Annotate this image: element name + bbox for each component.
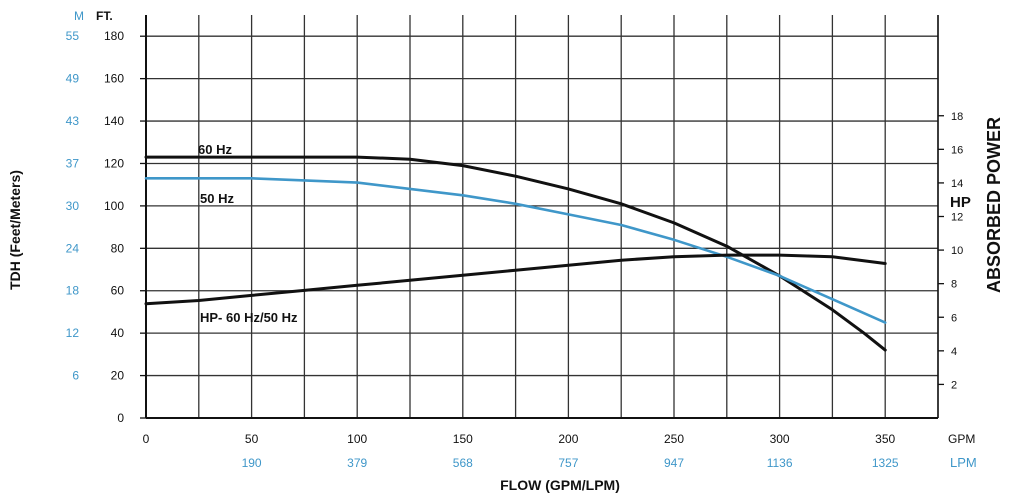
right-axis-unit-label: HP	[950, 194, 971, 211]
meters-unit-label: M	[74, 9, 84, 23]
y-tick-label-feet: 80	[111, 241, 125, 255]
y2-tick-label: 4	[951, 346, 957, 358]
x-tick-label-gpm: 250	[664, 432, 684, 446]
y-tick-label-feet: 160	[104, 72, 124, 86]
y2-tick-label: 8	[951, 279, 957, 291]
x-tick-label-lpm: 1325	[872, 456, 899, 470]
y-tick-label-feet: 60	[111, 284, 125, 298]
series	[144, 155, 887, 352]
y-axis-title: TDH (Feet/Meters)	[7, 170, 23, 290]
grid	[145, 15, 939, 419]
lpm-unit-label: LPM	[950, 455, 977, 470]
left-axis-feet-unit: FT.	[96, 9, 113, 23]
x-tick-label-lpm: 947	[664, 456, 684, 470]
series-label-hp: HP- 60 Hz/50 Hz	[200, 310, 298, 325]
y-tick-label-meters: 49	[66, 72, 80, 86]
left-axis-meters-unit: M	[74, 9, 84, 23]
x-tick-label-lpm: 568	[453, 456, 473, 470]
series-label-60hz: 60 Hz	[198, 142, 232, 157]
x-tick-label-lpm: 379	[347, 456, 367, 470]
x-tick-label-gpm: 100	[347, 432, 367, 446]
y-tick-label-meters: 43	[66, 114, 80, 128]
x-tick-label-lpm: 757	[558, 456, 578, 470]
y-tick-label-feet: 100	[104, 199, 124, 213]
y2-tick-label: 6	[951, 312, 957, 324]
gpm-unit-label: GPM	[948, 432, 975, 446]
y2-tick-label: 16	[951, 144, 963, 156]
y-tick-label-meters: 55	[66, 29, 80, 43]
y2-tick-label: 18	[951, 111, 963, 123]
y2-tick-label: 14	[951, 178, 963, 190]
y-tick-label-meters: 18	[66, 284, 80, 298]
x-tick-label-lpm: 190	[242, 456, 262, 470]
y-tick-label-feet: 120	[104, 156, 124, 170]
tick-labels: 0204060801001201401601806121824303743495…	[66, 29, 964, 470]
y2-tick-label: 10	[951, 245, 963, 257]
y-tick-label-meters: 37	[66, 156, 80, 170]
x-tick-label-gpm: 200	[558, 432, 578, 446]
y-tick-label-feet: 180	[104, 29, 124, 43]
y-tick-label-feet: 40	[111, 326, 125, 340]
series-labels: 60 Hz 50 Hz HP- 60 Hz/50 Hz	[198, 142, 298, 325]
y-tick-label-feet: 20	[111, 369, 125, 383]
series-60hz-curve	[144, 155, 887, 352]
y-tick-label-feet: 0	[117, 411, 124, 425]
x-tick-label-gpm: 0	[143, 432, 150, 446]
y-tick-label-meters: 24	[66, 241, 80, 255]
x-tick-label-gpm: 350	[875, 432, 895, 446]
y2-tick-label: 12	[951, 212, 963, 224]
x-tick-label-gpm: 50	[245, 432, 259, 446]
y2-tick-label: 2	[951, 379, 957, 391]
x-tick-label-lpm: 1136	[767, 456, 793, 470]
series-label-50hz: 50 Hz	[200, 191, 234, 206]
feet-unit-label: FT.	[96, 9, 113, 23]
y-tick-label-meters: 6	[72, 369, 79, 383]
x-tick-label-gpm: 300	[770, 432, 790, 446]
y-tick-label-meters: 12	[66, 326, 80, 340]
y-tick-label-feet: 140	[104, 114, 124, 128]
series-50hz-curve	[144, 177, 887, 324]
y-tick-label-meters: 30	[66, 199, 80, 213]
x-tick-label-gpm: 150	[453, 432, 473, 446]
y2-axis-title: ABSORBED POWER	[984, 117, 1004, 293]
x-axis-title: FLOW (GPM/LPM)	[500, 477, 620, 493]
series-hp-curve	[144, 253, 887, 306]
